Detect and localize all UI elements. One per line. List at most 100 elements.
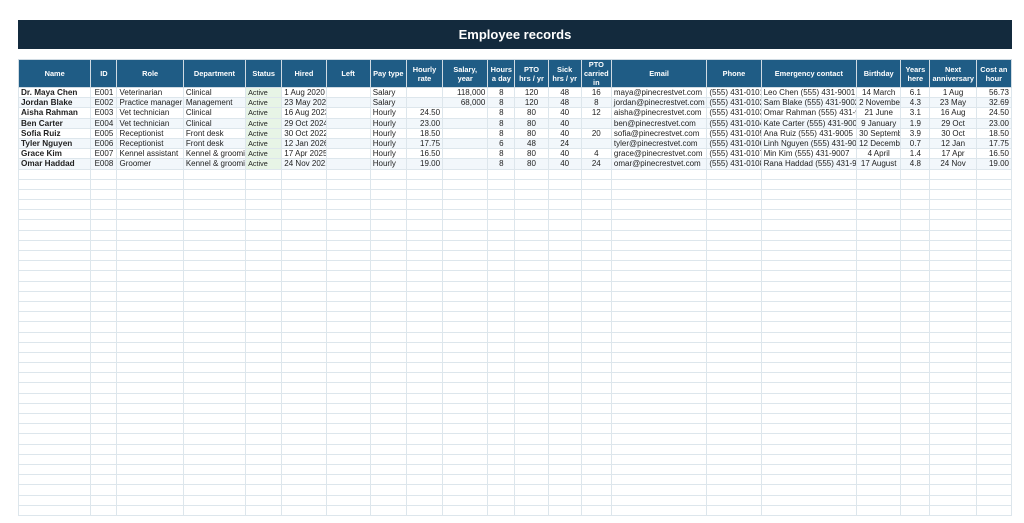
empty-cell[interactable] bbox=[369, 351, 407, 364]
empty-cell[interactable] bbox=[514, 168, 549, 180]
empty-cell[interactable] bbox=[514, 290, 549, 302]
empty-cell[interactable] bbox=[760, 402, 858, 415]
empty-row[interactable] bbox=[17, 474, 1013, 486]
empty-cell[interactable] bbox=[975, 372, 1013, 384]
cell-cost[interactable]: 18.50 bbox=[975, 127, 1013, 139]
empty-row[interactable] bbox=[17, 311, 1013, 323]
empty-cell[interactable] bbox=[856, 168, 902, 180]
empty-row[interactable] bbox=[17, 392, 1013, 404]
empty-cell[interactable] bbox=[442, 433, 489, 445]
empty-cell[interactable] bbox=[900, 270, 931, 282]
empty-cell[interactable] bbox=[17, 372, 92, 384]
empty-cell[interactable] bbox=[90, 331, 118, 343]
cell-status[interactable]: Active bbox=[245, 148, 283, 160]
empty-cell[interactable] bbox=[325, 178, 371, 190]
empty-cell[interactable] bbox=[17, 362, 92, 374]
cell-role[interactable]: Practice manager bbox=[116, 97, 184, 109]
empty-cell[interactable] bbox=[580, 392, 612, 404]
empty-cell[interactable] bbox=[580, 453, 612, 465]
cell-years[interactable]: 4.3 bbox=[900, 97, 931, 109]
cell-pto-carried[interactable]: 24 bbox=[580, 158, 612, 170]
empty-cell[interactable] bbox=[182, 453, 247, 465]
empty-cell[interactable] bbox=[325, 311, 371, 323]
empty-cell[interactable] bbox=[369, 270, 407, 282]
empty-cell[interactable] bbox=[245, 239, 283, 252]
empty-cell[interactable] bbox=[929, 168, 977, 180]
cell-name[interactable]: Ben Carter bbox=[17, 117, 92, 129]
empty-cell[interactable] bbox=[547, 270, 582, 282]
empty-cell[interactable] bbox=[90, 372, 118, 384]
cell-id[interactable]: E001 bbox=[90, 86, 118, 99]
empty-cell[interactable] bbox=[929, 484, 977, 496]
empty-cell[interactable] bbox=[514, 280, 549, 292]
empty-cell[interactable] bbox=[369, 300, 407, 313]
col-header-salary-year[interactable]: Salary, year bbox=[442, 59, 489, 88]
empty-cell[interactable] bbox=[514, 188, 549, 201]
empty-cell[interactable] bbox=[610, 300, 708, 313]
empty-cell[interactable] bbox=[580, 341, 612, 353]
empty-cell[interactable] bbox=[90, 484, 118, 496]
empty-cell[interactable] bbox=[17, 331, 92, 343]
empty-cell[interactable] bbox=[281, 351, 327, 364]
empty-cell[interactable] bbox=[325, 300, 371, 313]
empty-cell[interactable] bbox=[580, 474, 612, 486]
empty-cell[interactable] bbox=[281, 392, 327, 404]
empty-cell[interactable] bbox=[325, 362, 371, 374]
empty-cell[interactable] bbox=[760, 412, 858, 425]
empty-cell[interactable] bbox=[116, 362, 184, 374]
empty-cell[interactable] bbox=[405, 311, 444, 323]
empty-cell[interactable] bbox=[17, 341, 92, 353]
empty-cell[interactable] bbox=[442, 280, 489, 292]
empty-row[interactable] bbox=[17, 219, 1013, 231]
empty-cell[interactable] bbox=[760, 494, 858, 506]
empty-cell[interactable] bbox=[760, 260, 858, 272]
empty-cell[interactable] bbox=[245, 402, 283, 415]
cell-department[interactable]: Management bbox=[182, 97, 247, 109]
empty-cell[interactable] bbox=[487, 249, 516, 262]
empty-cell[interactable] bbox=[760, 443, 858, 455]
empty-cell[interactable] bbox=[369, 494, 407, 506]
empty-cell[interactable] bbox=[514, 311, 549, 323]
empty-cell[interactable] bbox=[610, 484, 708, 496]
empty-cell[interactable] bbox=[487, 321, 516, 333]
empty-cell[interactable] bbox=[182, 474, 247, 486]
empty-cell[interactable] bbox=[975, 168, 1013, 180]
empty-cell[interactable] bbox=[442, 311, 489, 323]
empty-cell[interactable] bbox=[281, 382, 327, 394]
empty-cell[interactable] bbox=[856, 362, 902, 374]
empty-cell[interactable] bbox=[487, 474, 516, 486]
empty-cell[interactable] bbox=[17, 402, 92, 415]
cell-birthday[interactable]: 9 January bbox=[856, 117, 902, 129]
empty-cell[interactable] bbox=[116, 382, 184, 394]
empty-cell[interactable] bbox=[610, 331, 708, 343]
cell-emergency[interactable]: Linh Nguyen (555) 431-9006 bbox=[760, 137, 858, 150]
empty-cell[interactable] bbox=[17, 484, 92, 496]
empty-cell[interactable] bbox=[405, 443, 444, 455]
empty-cell[interactable] bbox=[929, 351, 977, 364]
empty-cell[interactable] bbox=[90, 219, 118, 231]
empty-cell[interactable] bbox=[929, 433, 977, 445]
empty-cell[interactable] bbox=[900, 402, 931, 415]
cell-anniversary[interactable]: 23 May bbox=[929, 97, 977, 109]
empty-cell[interactable] bbox=[245, 229, 283, 241]
col-header-pto-carried[interactable]: PTO carried in bbox=[580, 59, 612, 88]
empty-cell[interactable] bbox=[706, 178, 762, 190]
empty-cell[interactable] bbox=[975, 443, 1013, 455]
empty-cell[interactable] bbox=[706, 412, 762, 425]
empty-cell[interactable] bbox=[514, 331, 549, 343]
empty-cell[interactable] bbox=[442, 229, 489, 241]
cell-years[interactable]: 1.9 bbox=[900, 117, 931, 129]
cell-name[interactable]: Tyler Nguyen bbox=[17, 137, 92, 150]
empty-cell[interactable] bbox=[281, 178, 327, 190]
empty-cell[interactable] bbox=[325, 249, 371, 262]
empty-cell[interactable] bbox=[929, 443, 977, 455]
empty-cell[interactable] bbox=[900, 290, 931, 302]
cell-hours-day[interactable]: 8 bbox=[487, 97, 516, 109]
cell-hours-day[interactable]: 8 bbox=[487, 117, 516, 129]
empty-cell[interactable] bbox=[514, 433, 549, 445]
empty-cell[interactable] bbox=[975, 280, 1013, 292]
col-header-left[interactable]: Left bbox=[325, 59, 371, 88]
empty-row[interactable] bbox=[17, 443, 1013, 455]
cell-id[interactable]: E003 bbox=[90, 107, 118, 119]
cell-name[interactable]: Omar Haddad bbox=[17, 158, 92, 170]
